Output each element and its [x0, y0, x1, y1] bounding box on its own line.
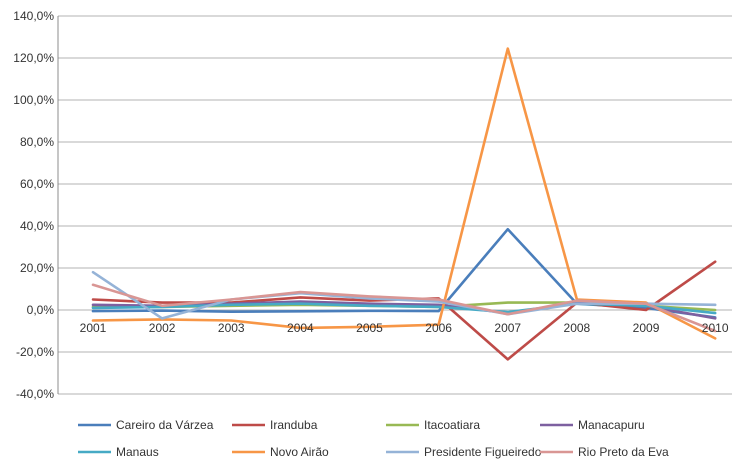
y-tick-label: 40,0%	[20, 219, 54, 233]
legend-label: Manacapuru	[578, 418, 645, 432]
legend: Careiro da Várzea Iranduba Itacoatiara Mana…	[78, 418, 669, 459]
legend-label: Manaus	[116, 445, 159, 459]
y-tick-label: -20,0%	[16, 345, 54, 359]
y-tick-label: 100,0%	[13, 93, 54, 107]
x-tick-label: 2008	[564, 321, 591, 335]
x-tick-label: 2002	[149, 321, 176, 335]
series-lines	[91, 47, 717, 361]
legend-label: Itacoatiara	[424, 418, 480, 432]
y-tick-label: 80,0%	[20, 135, 54, 149]
x-tick-label: 2010	[702, 321, 729, 335]
y-tick-label: -40,0%	[16, 387, 54, 401]
y-tick-label: 140,0%	[13, 9, 54, 23]
series-line-presidente-figueiredo	[91, 270, 717, 320]
y-tick-label: 0,0%	[27, 303, 55, 317]
y-tick-labels: -40,0% -20,0% 0,0% 20,0% 40,0% 60,0% 80,0% 100,…	[13, 9, 54, 401]
x-tick-label: 2004	[287, 321, 314, 335]
x-tick-label: 2003	[218, 321, 245, 335]
series-line-novo-airao	[91, 47, 717, 340]
gridlines	[57, 15, 732, 395]
y-tick-label: 60,0%	[20, 177, 54, 191]
legend-label: Rio Preto da Eva	[578, 445, 669, 459]
x-tick-label: 2009	[633, 321, 660, 335]
x-tick-label: 2006	[425, 321, 452, 335]
x-tick-label: 2001	[80, 321, 107, 335]
x-tick-label: 2007	[494, 321, 521, 335]
series-line-rio-preto-da-eva	[91, 283, 717, 333]
legend-label: Novo Airão	[270, 445, 329, 459]
legend-label: Iranduba	[270, 418, 318, 432]
y-tick-label: 120,0%	[13, 51, 54, 65]
legend-label: Presidente Figueiredo	[424, 445, 542, 459]
legend-label: Careiro da Várzea	[116, 418, 214, 432]
x-tick-label: 2005	[356, 321, 383, 335]
y-tick-label: 20,0%	[20, 261, 54, 275]
x-tick-labels: 2001 2002 2003 2004 2005 2006 2007 2008 2009 2010	[80, 321, 729, 335]
